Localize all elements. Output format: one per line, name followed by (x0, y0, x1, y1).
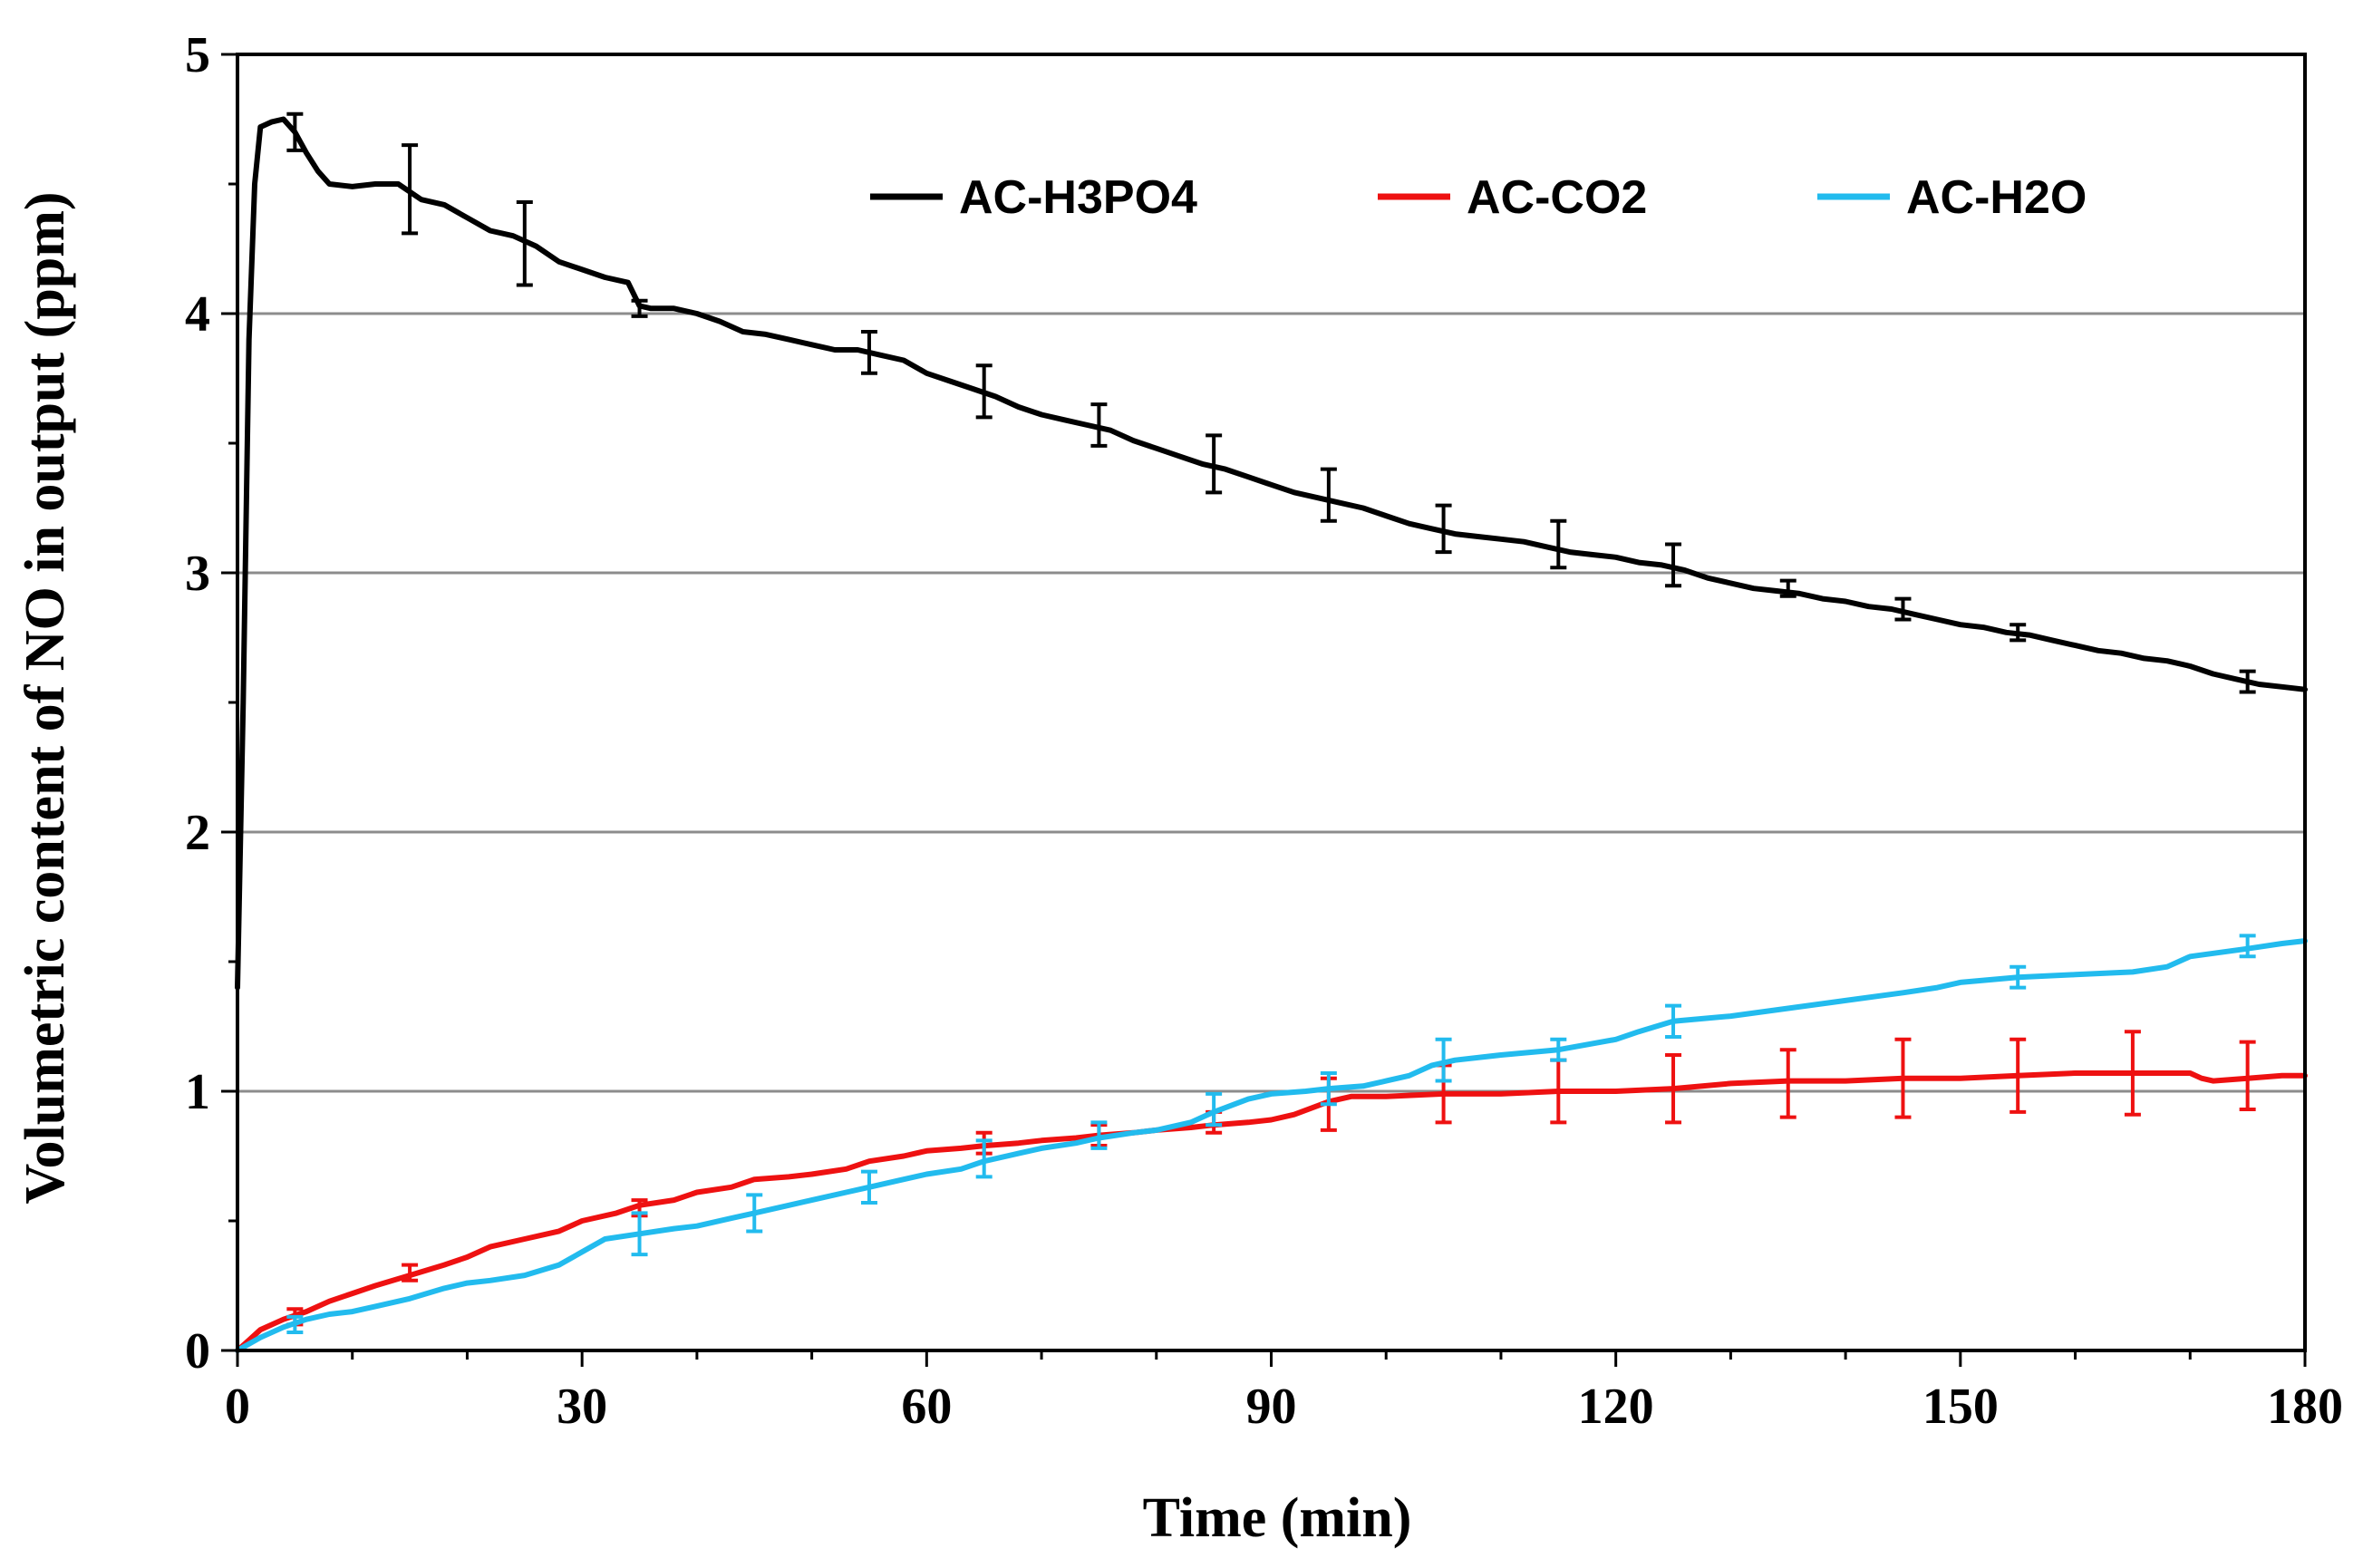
error-bar (746, 1193, 763, 1234)
series-ac-h3po4 (235, 111, 2308, 991)
series-ac-h2o (235, 934, 2308, 1353)
error-bar (2010, 623, 2027, 643)
error-bar (1435, 503, 1452, 555)
error-bar (2124, 1030, 2141, 1117)
error-bar (402, 1263, 419, 1282)
series-line-ac-h2o (235, 938, 2308, 1353)
y-tick-label: 3 (185, 546, 210, 602)
legend: AC-H3PO4 AC-CO2 AC-H2O (870, 171, 2087, 224)
error-bar (631, 1211, 648, 1257)
legend-label: AC-CO2 (1467, 171, 1647, 224)
series-line-ac-co2 (235, 1070, 2308, 1353)
x-tick-label: 60 (901, 1379, 952, 1435)
error-bar (1090, 402, 1108, 448)
error-bar (1779, 578, 1796, 598)
error-bar (631, 298, 648, 318)
error-bar (286, 1314, 304, 1334)
error-bar (1435, 1037, 1452, 1083)
x-axis-title: Time (min) (1143, 1487, 1412, 1549)
error-bar (1550, 518, 1567, 570)
x-tick-label: 0 (225, 1379, 250, 1435)
error-bar (2239, 934, 2256, 959)
legend-item-ac-co2: AC-CO2 (1378, 171, 1647, 224)
error-bar (860, 330, 877, 375)
legend-label: AC-H2O (1906, 171, 2087, 224)
y-tick-label: 4 (185, 286, 210, 343)
error-bar (1320, 1070, 1337, 1107)
error-bar (1665, 1003, 1682, 1039)
error-bar (1090, 1120, 1108, 1150)
error-bar (2239, 669, 2256, 694)
error-bar (1206, 433, 1223, 495)
series-line-ac-h3po4 (235, 116, 2308, 991)
error-bar (2010, 964, 2027, 990)
x-tick-label: 90 (1246, 1379, 1297, 1435)
error-bar (1550, 1037, 1567, 1062)
tick-labels: 0 1 2 3 4 5 0 30 60 90 120 150 180 (185, 27, 2343, 1435)
error-bar (975, 1138, 993, 1179)
legend-item-ac-h2o: AC-H2O (1817, 171, 2087, 224)
error-bar (516, 200, 533, 287)
error-bar (860, 1169, 877, 1205)
x-tick-label: 150 (1922, 1379, 1999, 1435)
error-bar (402, 143, 419, 236)
error-bar (2010, 1037, 2027, 1114)
error-bar (975, 363, 993, 420)
x-tick-label: 180 (2267, 1379, 2343, 1435)
series-layer (235, 111, 2308, 1353)
error-bar (1320, 467, 1337, 523)
x-tick-label: 30 (557, 1379, 607, 1435)
legend-label: AC-H3PO4 (959, 171, 1197, 224)
y-tick-label: 0 (185, 1323, 210, 1379)
legend-item-ac-h3po4: AC-H3PO4 (870, 171, 1197, 224)
axes (221, 53, 2307, 1367)
error-bar (1894, 1037, 1912, 1119)
error-bar (1206, 1091, 1223, 1128)
error-bar (286, 111, 304, 152)
error-bar (1665, 542, 1682, 588)
y-tick-label: 2 (185, 805, 210, 861)
y-tick-label: 5 (185, 27, 210, 83)
y-axis-title: Volumetric content of NO in output (ppm) (15, 191, 76, 1204)
y-tick-label: 1 (185, 1064, 210, 1120)
error-bar (1665, 1052, 1682, 1125)
error-bar (1779, 1048, 1796, 1119)
x-tick-label: 120 (1578, 1379, 1654, 1435)
error-bar (1894, 596, 1912, 622)
error-bar (2239, 1040, 2256, 1112)
